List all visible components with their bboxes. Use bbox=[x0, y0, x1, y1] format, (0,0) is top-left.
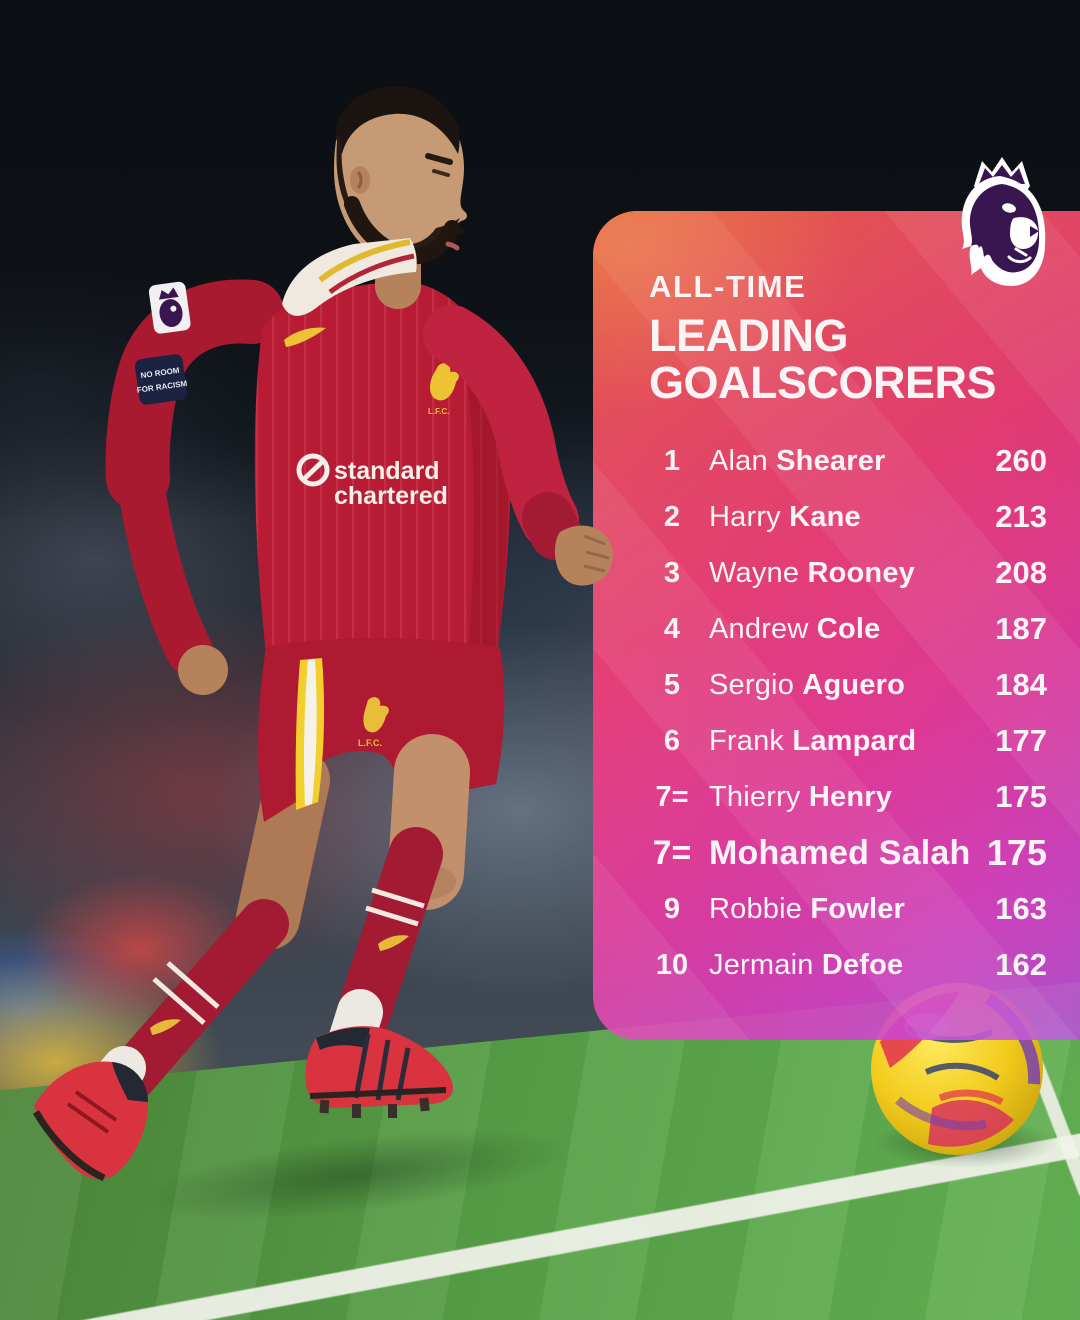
scorer-row: 7= Mohamed Salah 175 bbox=[649, 825, 1047, 881]
player-name: Andrew Cole bbox=[709, 613, 981, 646]
goals-value: 175 bbox=[995, 779, 1047, 814]
player-name: Wayne Rooney bbox=[709, 557, 981, 590]
player-first-name: Jermain bbox=[709, 948, 814, 981]
goals-value: 162 bbox=[995, 947, 1047, 982]
scorer-row: 2 Harry Kane 213 bbox=[649, 489, 1047, 545]
player-first-name: Mohamed bbox=[709, 833, 870, 872]
shirt-crest-text: L.F.C. bbox=[428, 407, 449, 416]
scorer-row: 5 Sergio Aguero 184 bbox=[649, 657, 1047, 713]
player-name: Mohamed Salah bbox=[709, 834, 973, 873]
rank-cell: 4 bbox=[663, 612, 681, 645]
liver-bird-crest-icon bbox=[430, 363, 459, 401]
card-title: LEADING GOALSCORERS bbox=[649, 312, 1047, 406]
scorer-row: 10 Jermain Defoe 162 bbox=[649, 937, 1047, 993]
goals-value: 260 bbox=[995, 443, 1047, 478]
player-last-name: Salah bbox=[878, 833, 971, 872]
rank-cell: 1 bbox=[663, 444, 681, 477]
rank-cell: 3 bbox=[663, 556, 681, 589]
scorer-row: 7= Thierry Henry 175 bbox=[649, 769, 1047, 825]
player-leading-arm bbox=[423, 305, 613, 586]
goals-value: 208 bbox=[995, 555, 1047, 590]
player-last-name: Fowler bbox=[810, 892, 906, 925]
goals-value: 187 bbox=[995, 611, 1047, 646]
player-last-name: Lampard bbox=[792, 724, 917, 757]
player-name: Robbie Fowler bbox=[709, 893, 981, 926]
rank-cell: 7= bbox=[652, 833, 692, 872]
scorer-row: 6 Frank Lampard 177 bbox=[649, 713, 1047, 769]
player-last-name: Henry bbox=[808, 780, 893, 813]
jersey-collar bbox=[282, 238, 417, 316]
scorer-list: 1 Alan Shearer 260 2 Harry Kane 213 3 Wa… bbox=[649, 433, 1047, 993]
player-first-name: Frank bbox=[709, 724, 785, 757]
card-title-line1: LEADING bbox=[649, 310, 849, 361]
no-room-for-racism-patch: NO ROOM FOR RACISM bbox=[134, 354, 188, 405]
premier-league-sleeve-badge-icon bbox=[148, 281, 191, 334]
ranking-card: ALL-TIME LEADING GOALSCORERS 1 Alan Shea… bbox=[593, 211, 1080, 1040]
rank-cell: 10 bbox=[655, 948, 689, 981]
player-first-name: Sergio bbox=[709, 668, 795, 701]
rank-cell: 5 bbox=[663, 668, 681, 701]
player-forward-leg bbox=[305, 734, 470, 1118]
standard-chartered-mark-icon bbox=[296, 453, 330, 487]
sponsor-text-line1: standard bbox=[334, 457, 440, 485]
goals-value: 177 bbox=[995, 723, 1047, 758]
goals-value: 175 bbox=[986, 832, 1047, 873]
player-name: Harry Kane bbox=[709, 501, 981, 534]
player-name: Jermain Defoe bbox=[709, 949, 981, 982]
player-first-name: Wayne bbox=[709, 556, 800, 589]
rank-cell: 9 bbox=[663, 892, 681, 925]
player-first-name: Robbie bbox=[709, 892, 803, 925]
player-name: Alan Shearer bbox=[709, 445, 981, 478]
scorer-row: 4 Andrew Cole 187 bbox=[649, 601, 1047, 657]
player-last-name: Rooney bbox=[807, 556, 915, 589]
card-pretitle: ALL-TIME bbox=[649, 269, 807, 304]
premier-league-logo bbox=[961, 157, 1046, 286]
player-first-name: Alan bbox=[709, 444, 768, 477]
goals-value: 213 bbox=[995, 499, 1047, 534]
nike-swoosh-icon bbox=[284, 327, 326, 347]
player-first-name: Thierry bbox=[709, 780, 801, 813]
scorer-row: 3 Wayne Rooney 208 bbox=[649, 545, 1047, 601]
player-trailing-leg bbox=[32, 748, 330, 1182]
card-title-line2: GOALSCORERS bbox=[649, 357, 997, 408]
player-name: Frank Lampard bbox=[709, 725, 981, 758]
player-last-name: Shearer bbox=[776, 444, 886, 477]
goals-value: 163 bbox=[995, 891, 1047, 926]
player-first-name: Andrew bbox=[709, 612, 809, 645]
player-last-name: Aguero bbox=[802, 668, 905, 701]
rank-cell: 6 bbox=[663, 724, 681, 757]
jersey-chest-graphics: L.F.C. standard chartered bbox=[284, 327, 459, 510]
player-last-name: Cole bbox=[816, 612, 881, 645]
goals-value: 184 bbox=[995, 667, 1047, 702]
player-last-name: Defoe bbox=[821, 948, 904, 981]
shorts-liver-bird-crest-icon bbox=[363, 697, 389, 733]
shorts-crest-text: L.F.C. bbox=[358, 738, 382, 748]
rank-cell: 7= bbox=[655, 780, 689, 813]
rank-cell: 2 bbox=[663, 500, 681, 533]
scorer-row: 9 Robbie Fowler 163 bbox=[649, 881, 1047, 937]
scorer-row: 1 Alan Shearer 260 bbox=[649, 433, 1047, 489]
player-last-name: Kane bbox=[789, 500, 861, 533]
player-name: Thierry Henry bbox=[709, 781, 981, 814]
sponsor-text-line2: chartered bbox=[334, 482, 448, 510]
player-first-name: Harry bbox=[709, 500, 781, 533]
player-name: Sergio Aguero bbox=[709, 669, 981, 702]
player-illustration: NO ROOM FOR RACISM L.F.C. bbox=[32, 86, 613, 1182]
